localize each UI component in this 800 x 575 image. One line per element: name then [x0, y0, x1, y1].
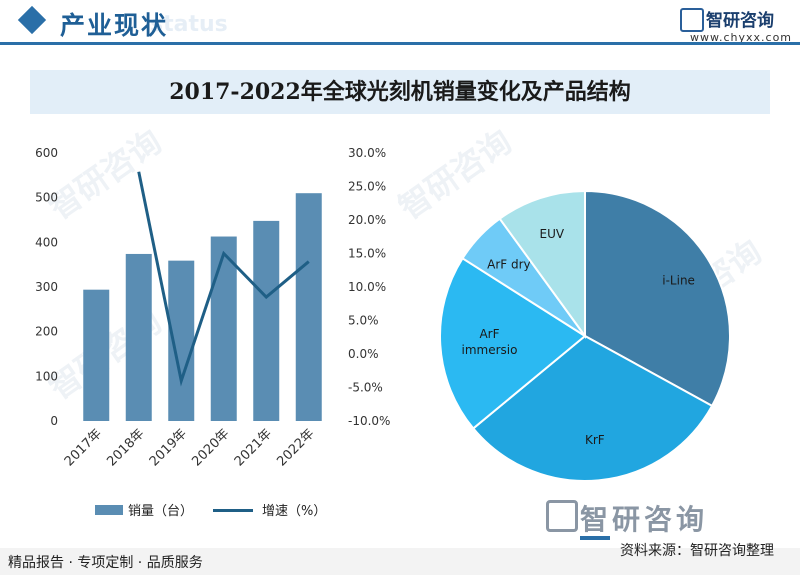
pie-slice-label: immersio [462, 343, 518, 357]
y-left-tick-label: 0 [50, 414, 58, 428]
y-right-tick-label: 15.0% [348, 247, 386, 261]
header-divider [0, 42, 654, 45]
pie-slice-label: KrF [585, 433, 605, 447]
chart-title: 2017-2022年全球光刻机销量变化及产品结构 [169, 79, 631, 105]
legend-bar-label: 销量（台） [128, 504, 194, 519]
y-left-tick-label: 500 [35, 191, 58, 205]
header-background-text: status [150, 12, 228, 37]
y-right-tick-label: 10.0% [348, 280, 386, 294]
header-divider-tab [654, 42, 800, 45]
y-right-tick-label: 0.0% [348, 347, 379, 361]
legend-bar-swatch [95, 505, 123, 515]
pie-slice-label: ArF [479, 327, 499, 341]
growth-line [137, 171, 310, 387]
pie-slice [471, 334, 714, 482]
legend-line-swatch [213, 509, 253, 512]
x-tick-label: 2021年 [232, 426, 275, 469]
page-title: 产业现状 [60, 11, 169, 40]
pie-slice [498, 189, 586, 340]
footer-bar [0, 548, 800, 575]
source-note: 资料来源：智研咨询整理 [620, 543, 774, 559]
header: status 产业现状 智研咨询 www.chyxx.com [0, 0, 800, 48]
bar [295, 193, 322, 421]
pie-slice-label: ArF dry [487, 258, 531, 272]
y-left-tick-label: 600 [35, 146, 58, 160]
footer-brand: 智研咨询 [580, 503, 709, 536]
y-left-tick-label: 400 [35, 235, 58, 249]
footer-slogan: 精品报告 · 专项定制 · 品质服务 [8, 555, 203, 571]
logo-icon [680, 8, 704, 32]
y-left-tick-label: 300 [35, 280, 58, 294]
y-right-tick-label: -5.0% [348, 381, 383, 395]
x-tick-label: 2018年 [104, 426, 147, 469]
pie-slice-label: EUV [540, 227, 565, 241]
legend-line-label: 增速（%） [262, 504, 327, 519]
pie-slice-label: i-Line [662, 274, 695, 288]
pie-slice [584, 189, 731, 408]
y-left-tick-label: 100 [35, 369, 58, 383]
y-right-tick-label: 25.0% [348, 180, 386, 194]
bar [253, 220, 280, 421]
x-tick-label: 2019年 [147, 426, 190, 469]
bar [83, 289, 110, 421]
bar [210, 236, 237, 421]
pie-slice [439, 256, 587, 430]
footer-accent [580, 536, 610, 540]
y-right-tick-label: 5.0% [348, 314, 379, 328]
y-left-tick-label: 200 [35, 325, 58, 339]
bar [125, 253, 152, 421]
x-tick-label: 2020年 [189, 426, 232, 469]
logo-url: www.chyxx.com [690, 31, 793, 44]
y-right-tick-label: -10.0% [348, 414, 390, 428]
y-right-tick-label: 30.0% [348, 146, 386, 160]
brand-logo-icon [546, 500, 578, 532]
chart-title-bar: 2017-2022年全球光刻机销量变化及产品结构 [30, 70, 770, 114]
y-right-tick-label: 20.0% [348, 213, 386, 227]
x-tick-label: 2022年 [274, 426, 317, 469]
logo-name: 智研咨询 [706, 11, 774, 31]
x-tick-label: 2017年 [62, 426, 105, 469]
